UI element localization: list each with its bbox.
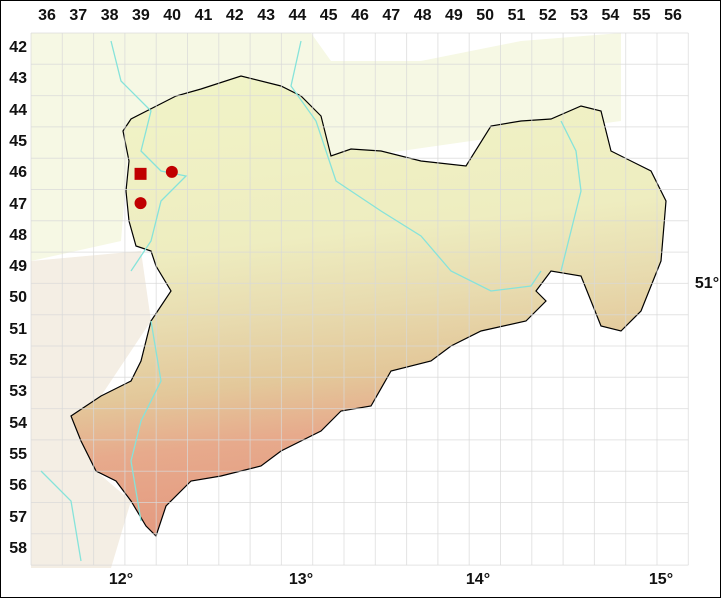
grid-column-label: 49 xyxy=(444,7,463,24)
grid-row-label: 42 xyxy=(9,39,27,56)
grid-row-label: 44 xyxy=(9,101,27,119)
grid-row-label: 47 xyxy=(9,195,27,213)
grid-column-label: 39 xyxy=(131,7,150,24)
longitude-label: 12° xyxy=(108,571,134,588)
saxony-region xyxy=(70,75,667,538)
grid-row-label: 58 xyxy=(9,539,27,557)
record-marker-circle xyxy=(134,197,147,210)
grid-column-label: 47 xyxy=(382,7,401,24)
grid-row-label: 43 xyxy=(9,70,27,88)
latitude-label: 51° xyxy=(694,275,720,292)
grid-row-label: 49 xyxy=(9,258,27,276)
grid-column-label: 40 xyxy=(163,7,182,24)
grid-column-label: 52 xyxy=(538,7,557,24)
grid-column-label: 51 xyxy=(507,7,526,24)
grid-column-label: 41 xyxy=(194,7,213,24)
record-marker-circle xyxy=(165,165,178,178)
longitude-label: 15° xyxy=(648,571,674,588)
grid-row-label: 57 xyxy=(9,508,27,526)
grid-row-label: 45 xyxy=(9,132,27,150)
grid-row-label: 48 xyxy=(9,226,27,244)
grid-column-label: 50 xyxy=(476,7,495,24)
longitude-label: 14° xyxy=(465,571,491,588)
grid-row-label: 52 xyxy=(9,352,27,369)
grid-column-label: 42 xyxy=(225,7,244,24)
grid-row-label: 50 xyxy=(9,289,27,307)
grid-column-label: 46 xyxy=(351,7,369,24)
outside-west xyxy=(31,251,151,568)
grid-column-label: 43 xyxy=(257,7,275,24)
grid-column-label: 54 xyxy=(601,7,620,24)
grid-row-label: 46 xyxy=(9,164,27,182)
grid-row-label: 55 xyxy=(9,445,27,463)
grid-column-label: 44 xyxy=(288,7,307,24)
record-markers xyxy=(134,165,178,210)
grid-column-label: 48 xyxy=(413,7,432,24)
grid-row-label: 56 xyxy=(9,477,27,495)
grid-column-label: 53 xyxy=(570,7,588,24)
grid-column-label: 56 xyxy=(664,7,682,24)
grid-row-label: 54 xyxy=(9,414,27,432)
rivers xyxy=(40,40,582,562)
grid-column-label: 37 xyxy=(69,7,88,24)
grid-column-label: 55 xyxy=(632,7,651,24)
grid-lines xyxy=(30,32,689,566)
grid-row-label: 53 xyxy=(9,383,27,401)
grid-row-label: 51 xyxy=(9,320,27,338)
grid-column-label: 45 xyxy=(319,7,338,24)
grid-column-label: 36 xyxy=(38,7,56,24)
record-marker-square xyxy=(134,167,147,180)
grid-column-label: 38 xyxy=(100,7,119,24)
longitude-label: 13° xyxy=(288,571,314,588)
